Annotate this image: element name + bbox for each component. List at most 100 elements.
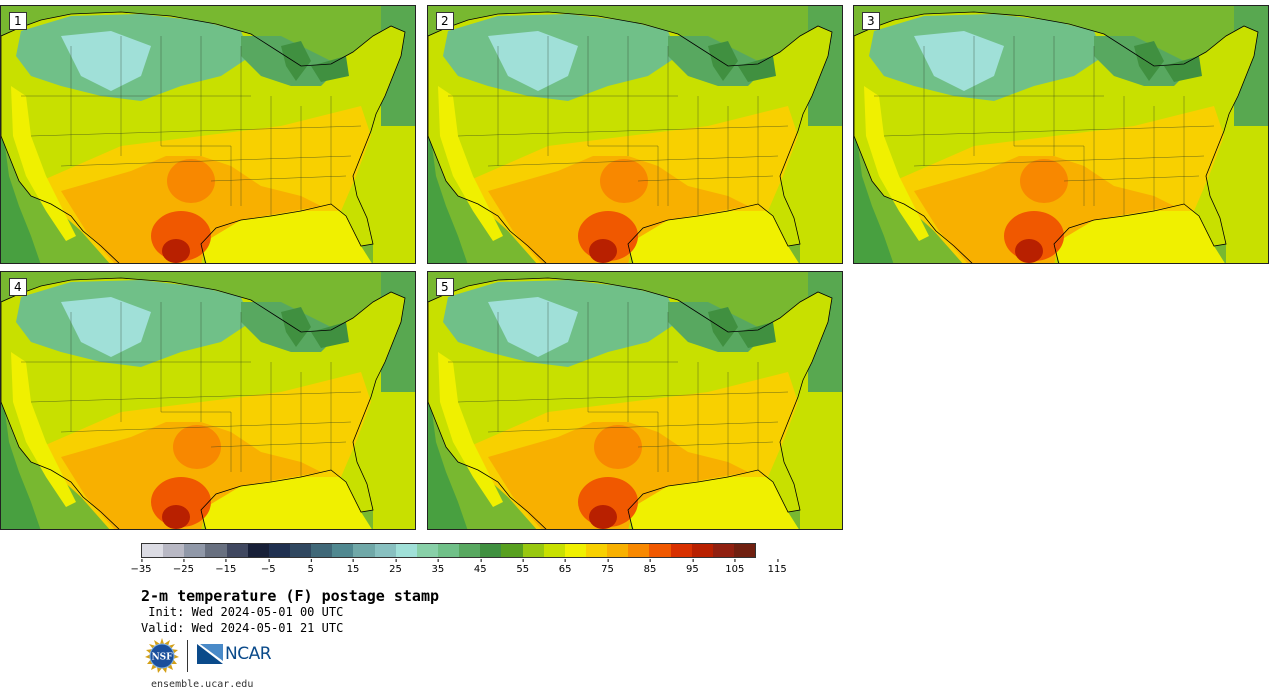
colorbar-swatch (184, 544, 206, 557)
state-border (60, 155, 352, 167)
colorbar-swatch (712, 544, 734, 557)
colorbar-swatch (163, 544, 185, 557)
state-border (637, 441, 774, 448)
gulf-of-mexico (628, 204, 799, 263)
colorbar-tick-label: 105 (725, 559, 745, 575)
california-valley (11, 352, 76, 507)
colorbar-swatch (691, 544, 713, 557)
state-border (1063, 175, 1200, 182)
gulf-of-mexico (201, 204, 372, 263)
plot-title: 2-m temperature (F) postage stamp (141, 587, 440, 605)
california-valley (11, 86, 76, 241)
gulf-of-mexico (1054, 204, 1225, 263)
website-url: ensemble.ucar.edu (151, 679, 254, 690)
colorbar-tick-label: 65 (558, 559, 572, 575)
state-border (60, 421, 352, 433)
colorbar-swatch (332, 544, 354, 557)
texas-hotspot (167, 159, 215, 203)
temperature-map (854, 6, 1268, 263)
stamp-panel-3: 3 (853, 5, 1269, 264)
cold-rockies (914, 31, 1004, 91)
colorbar-swatch (607, 544, 629, 557)
colorbar-tick-label: −15 (215, 559, 237, 575)
temperature-map (1, 272, 415, 529)
lake-erie (1164, 56, 1202, 82)
california-valley (438, 86, 503, 241)
state-border (210, 175, 347, 182)
nsf-logo-icon: NSF (145, 638, 179, 673)
hot-region (914, 156, 1174, 263)
member-number: 4 (9, 278, 27, 296)
colorbar-swatch (564, 544, 586, 557)
logo-divider (187, 640, 188, 672)
colorbar-tick-labels: −35 −25 −15 −5 5 15 25 35 45 55 65 75 85 95 105 115 (130, 559, 787, 580)
state-border (210, 441, 347, 448)
colorbar-swatch (437, 544, 460, 557)
colorbar-tick-label: 5 (307, 559, 314, 575)
hot-region (488, 422, 748, 529)
temperature-map (428, 272, 842, 529)
temperature-map (428, 6, 842, 263)
lake-michigan (708, 41, 738, 81)
temperature-map (1, 6, 415, 263)
mexico-hotspot (589, 505, 617, 529)
state-border (457, 391, 789, 403)
colorbar-swatch (670, 544, 692, 557)
gulf-of-mexico (628, 470, 799, 529)
member-number: 5 (436, 278, 454, 296)
state-border (883, 125, 1215, 137)
state-border (161, 145, 232, 206)
stamp-panel-1: 1 (0, 5, 416, 264)
cold-rockies (61, 297, 151, 357)
colorbar-swatch (585, 544, 608, 557)
colorbar-swatch (205, 544, 227, 557)
member-number: 1 (9, 12, 27, 30)
hot-region (61, 422, 321, 529)
colorbar-swatch (416, 544, 438, 557)
colorbar-swatch (268, 544, 290, 557)
lake-michigan (708, 307, 738, 347)
ncar-mark-icon (197, 644, 223, 664)
colorbar-swatch (142, 544, 164, 557)
colorbar-swatch (374, 544, 396, 557)
state-border (161, 411, 232, 472)
lake-michigan (1134, 41, 1164, 81)
colorbar-tick-label: 115 (767, 559, 787, 575)
member-number: 3 (862, 12, 880, 30)
lake-erie (311, 56, 349, 82)
state-border (588, 411, 659, 472)
colorbar-tick-label: −25 (172, 559, 194, 575)
state-border (30, 391, 362, 403)
colorbar-tick-label: 75 (601, 559, 614, 575)
coastline (428, 11, 833, 263)
lake-michigan (281, 307, 311, 347)
svg-text:NSF: NSF (151, 653, 173, 663)
stamp-panel-5: 5 (427, 271, 843, 530)
colorbar-tick-label: 35 (431, 559, 445, 575)
hot-region (61, 156, 321, 263)
lake-erie (738, 322, 776, 348)
valid-time: Valid: Wed 2024-05-01 21 UTC (141, 621, 344, 635)
state-border (913, 155, 1205, 167)
lake-erie (738, 56, 776, 82)
cold-rockies (61, 31, 151, 91)
state-border (637, 175, 774, 182)
pacific-ocean (428, 36, 468, 263)
state-border (588, 145, 659, 206)
mexico-hotspot (589, 239, 617, 263)
cold-rockies (488, 297, 578, 357)
colorbar-swatch (628, 544, 650, 557)
california-valley (438, 352, 503, 507)
pacific-ocean (1, 302, 41, 529)
stamp-panel-4: 4 (0, 271, 416, 530)
coastline (1, 277, 406, 529)
pacific-ocean (854, 36, 894, 263)
colorbar-tick-label: 55 (516, 559, 530, 575)
state-border (487, 155, 779, 167)
colorbar-swatch (480, 544, 502, 557)
mexico-hotspot (162, 239, 190, 263)
colorbar-tick-label: 25 (389, 559, 402, 575)
lake-michigan (281, 41, 311, 81)
colorbar-tick-label: −35 (130, 559, 152, 575)
temperature-colorbar (141, 543, 756, 558)
